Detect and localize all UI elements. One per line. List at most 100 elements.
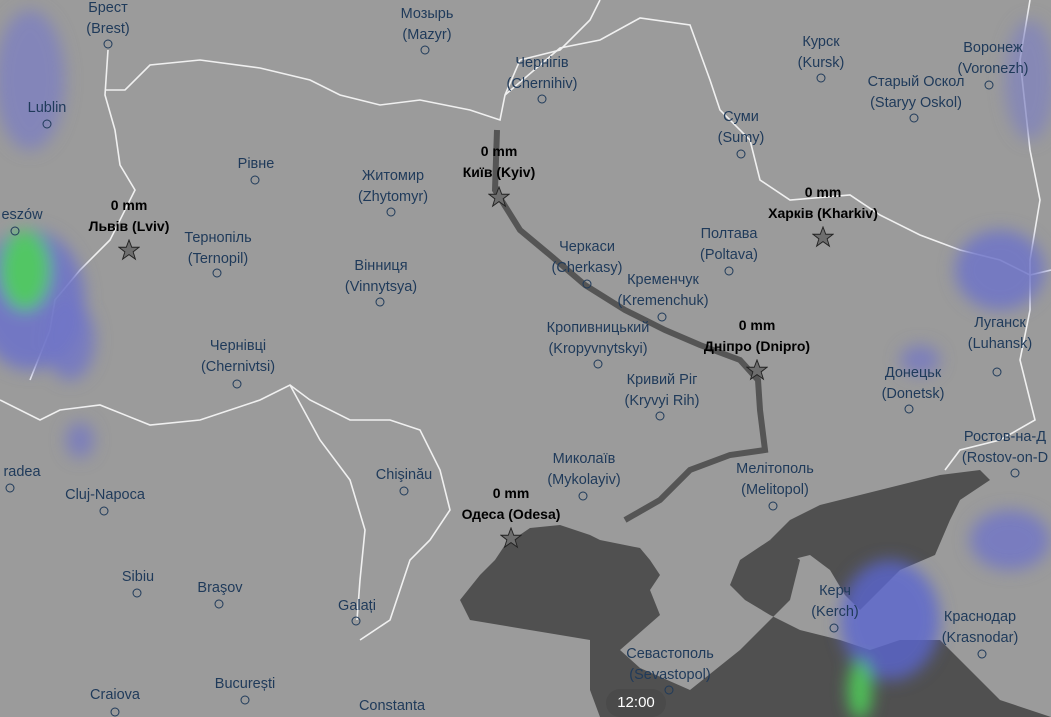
city-label[interactable]: Тернопіль (Ternopil) <box>184 228 251 270</box>
city-dot-icon[interactable] <box>909 113 919 123</box>
city-label[interactable]: Луганск (Luhansk) <box>968 313 1032 355</box>
city-name: Lublin <box>27 100 67 116</box>
city-dot-icon[interactable] <box>232 379 242 389</box>
city-label[interactable]: Донецьк (Donetsk) <box>882 363 945 405</box>
city-label[interactable]: Чернівці (Chernivtsi) <box>201 336 275 378</box>
city-dot-icon[interactable] <box>5 483 15 493</box>
city-dot-icon[interactable] <box>1010 468 1020 478</box>
city-label[interactable]: Курск (Kursk) <box>798 32 845 74</box>
city-label[interactable]: Брест (Brest) <box>86 0 130 40</box>
city-name-latin: (Ternopil) <box>187 251 249 267</box>
city-dot-icon[interactable] <box>664 685 674 695</box>
city-label[interactable]: Кропивницький (Kropyvnytskyi) <box>547 318 650 360</box>
city-name: Мозырь <box>400 6 454 22</box>
city-label[interactable]: Chişinău <box>376 465 432 486</box>
city-label[interactable]: Craiova <box>90 685 140 706</box>
favorite-location-label[interactable]: 0 mm Одеса (Odesa) <box>462 483 561 525</box>
city-label[interactable]: Ростов-на-Д (Rostov-on-D <box>962 427 1048 469</box>
city-dot-icon[interactable] <box>351 616 361 626</box>
city-name: Полтава <box>700 226 758 242</box>
city-dot-icon[interactable] <box>655 411 665 421</box>
favorite-location-label[interactable]: 0 mm Львів (Lviv) <box>89 195 170 237</box>
city-name: Миколаїв <box>552 451 616 467</box>
city-label[interactable]: Galați <box>338 596 376 617</box>
city-dot-icon[interactable] <box>212 268 222 278</box>
favorite-location-label[interactable]: 0 mm Київ (Kyiv) <box>463 141 535 183</box>
favorite-name: Дніпро (Dnipro) <box>703 338 811 354</box>
city-label[interactable]: Миколаїв (Mykolayiv) <box>547 449 620 491</box>
city-name: Вінниця <box>354 258 408 274</box>
city-dot-icon[interactable] <box>399 486 409 496</box>
city-name: Брест <box>88 0 128 16</box>
city-label[interactable]: Чернігів (Chernihiv) <box>507 53 578 95</box>
city-label[interactable]: Севастополь (Sevastopol) <box>626 644 714 686</box>
city-label[interactable]: Мозырь (Mazyr) <box>401 4 454 46</box>
city-name-latin: (Kryvyi Rih) <box>624 393 700 409</box>
city-dot-icon[interactable] <box>768 501 778 511</box>
city-dot-icon[interactable] <box>214 599 224 609</box>
city-label[interactable]: Житомир (Zhytomyr) <box>358 166 428 208</box>
city-label[interactable]: București <box>215 674 275 695</box>
city-dot-icon[interactable] <box>816 73 826 83</box>
city-dot-icon[interactable] <box>593 359 603 369</box>
city-label[interactable]: Constanta <box>359 696 425 717</box>
city-label[interactable]: Lublin <box>28 98 67 119</box>
city-label[interactable]: Старый Оскол (Staryy Oskol) <box>868 72 965 114</box>
city-dot-icon[interactable] <box>10 226 20 236</box>
city-dot-icon[interactable] <box>42 119 52 129</box>
city-dot-icon[interactable] <box>110 707 120 717</box>
city-name-latin: (Kremenchuk) <box>617 293 709 309</box>
city-name: Braşov <box>197 580 243 596</box>
city-name-latin: (Staryy Oskol) <box>870 95 962 111</box>
city-label[interactable]: Керч (Kerch) <box>811 581 859 623</box>
city-dot-icon[interactable] <box>736 149 746 159</box>
city-dot-icon[interactable] <box>977 649 987 659</box>
city-dot-icon[interactable] <box>375 297 385 307</box>
city-dot-icon[interactable] <box>132 588 142 598</box>
city-dot-icon[interactable] <box>904 404 914 414</box>
city-dot-icon[interactable] <box>99 506 109 516</box>
city-dot-icon[interactable] <box>829 623 839 633</box>
city-label[interactable]: Вінниця (Vinnytsya) <box>345 256 417 298</box>
star-icon[interactable] <box>488 186 510 208</box>
city-label[interactable]: Кривий Ріг (Kryvyi Rih) <box>625 370 700 412</box>
city-label[interactable]: eszów <box>1 205 42 226</box>
city-dot-icon[interactable] <box>250 175 260 185</box>
star-icon[interactable] <box>500 527 522 549</box>
city-label[interactable]: Мелітополь (Melitopol) <box>736 459 814 501</box>
star-icon[interactable] <box>746 359 768 381</box>
star-icon[interactable] <box>118 239 140 261</box>
city-name: Житомир <box>361 168 425 184</box>
city-dot-icon[interactable] <box>578 491 588 501</box>
city-label[interactable]: Рівне <box>238 154 275 175</box>
city-dot-icon[interactable] <box>537 94 547 104</box>
city-dot-icon[interactable] <box>386 207 396 217</box>
city-label[interactable]: Черкаси (Cherkasy) <box>552 237 623 279</box>
city-name-latin: (Chernihiv) <box>506 76 578 92</box>
city-name: Краснодар <box>943 609 1017 625</box>
city-label[interactable]: Суми (Sumy) <box>718 107 765 149</box>
timeline-time-pill[interactable]: 12:00 <box>606 689 666 717</box>
precipitation-amount: 0 mm <box>480 143 518 159</box>
city-dot-icon[interactable] <box>992 367 1002 377</box>
city-label[interactable]: Sibiu <box>122 567 154 588</box>
sea-of-azov <box>770 470 990 610</box>
city-dot-icon[interactable] <box>984 80 994 90</box>
city-dot-icon[interactable] <box>240 695 250 705</box>
city-label[interactable]: radea <box>3 462 40 483</box>
favorite-location-label[interactable]: 0 mm Дніпро (Dnipro) <box>704 315 810 357</box>
city-dot-icon[interactable] <box>103 39 113 49</box>
city-dot-icon[interactable] <box>724 266 734 276</box>
city-label[interactable]: Краснодар (Krasnodar) <box>942 607 1019 649</box>
star-icon[interactable] <box>812 226 834 248</box>
favorite-location-label[interactable]: 0 mm Харків (Kharkiv) <box>768 182 878 224</box>
city-label[interactable]: Braşov <box>197 578 242 599</box>
city-dot-icon[interactable] <box>582 279 592 289</box>
city-label[interactable]: Полтава (Poltava) <box>700 224 758 266</box>
city-label[interactable]: Воронеж (Voronezh) <box>958 38 1029 80</box>
city-label[interactable]: Cluj-Napoca <box>65 485 145 506</box>
city-label[interactable]: Кременчук (Kremenchuk) <box>617 270 708 312</box>
city-dot-icon[interactable] <box>657 312 667 322</box>
city-dot-icon[interactable] <box>420 45 430 55</box>
